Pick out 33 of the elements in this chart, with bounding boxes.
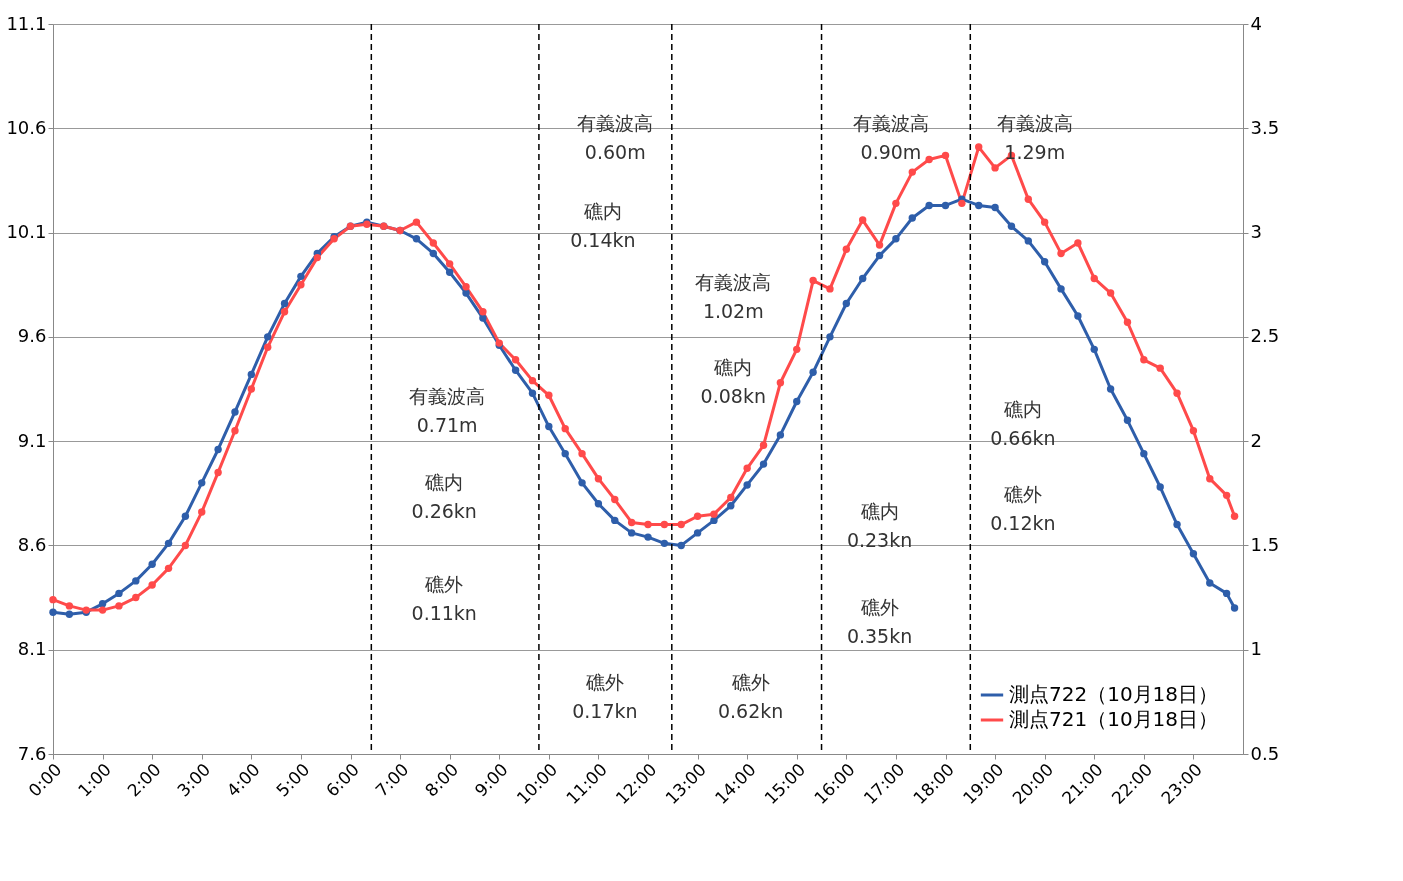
annotation: 礁外 0.62kn	[717, 671, 784, 723]
y-tick-label: 10.1	[6, 221, 47, 243]
annotation: 有義波高 0.71m	[409, 385, 486, 437]
y-tick-label: 9.1	[17, 429, 47, 451]
y-tick-label: 8.1	[17, 638, 47, 660]
annotation: 有義波高 1.02m	[695, 270, 772, 322]
y-tick-label: 10.6	[6, 116, 47, 138]
y2-tick-label: 2.5	[1250, 325, 1280, 347]
annotation: 礁外 0.11kn	[411, 573, 477, 625]
annotation: 礁外 0.17kn	[572, 671, 638, 723]
y2-tick-label: 1	[1250, 638, 1262, 660]
annotation: 礁内 0.14kn	[570, 199, 636, 251]
y-tick-label: 8.6	[17, 533, 47, 555]
y2-tick-label: 1.5	[1250, 533, 1280, 555]
y-tick-label: 7.6	[17, 742, 47, 764]
legend-label: 測点721（10月18日）	[1009, 707, 1219, 731]
annotation: 有義波高 0.60m	[577, 112, 654, 164]
annotation: 礁内 0.26kn	[411, 470, 477, 522]
y2-tick-label: 3.5	[1250, 116, 1280, 138]
y2-tick-label: 0.5	[1250, 742, 1280, 764]
annotation: 礁内 0.23kn	[846, 500, 913, 552]
y2-tick-label: 4	[1250, 12, 1262, 34]
y-tick-label: 11.1	[6, 12, 47, 34]
annotation: 有義波高 0.90m	[852, 112, 929, 164]
annotation: 有義波高 1.29m	[996, 112, 1073, 164]
legend-label: 測点722（10月18日）	[1009, 682, 1219, 706]
annotation: 礁外 0.12kn	[990, 483, 1056, 535]
annotation: 礁内 0.66kn	[990, 397, 1056, 449]
annotation: 礁内 0.08kn	[700, 356, 766, 408]
y2-tick-label: 3	[1250, 221, 1262, 243]
y-tick-label: 9.6	[17, 325, 47, 347]
y2-tick-label: 2	[1250, 429, 1262, 451]
annotation: 礁外 0.35kn	[846, 596, 913, 647]
